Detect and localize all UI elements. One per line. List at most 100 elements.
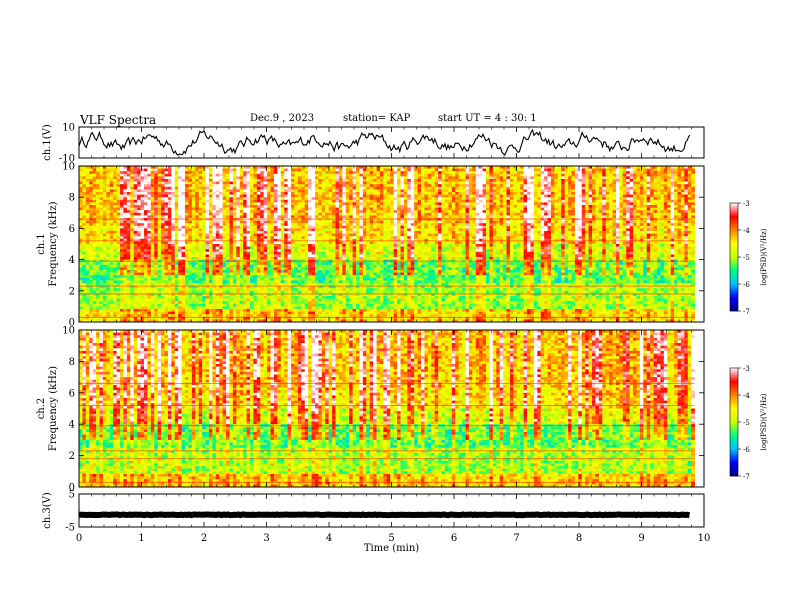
spectrogram-cell xyxy=(619,173,624,177)
spectrogram-cell xyxy=(260,228,265,232)
spectrogram-cell xyxy=(328,231,333,234)
spectrogram-cell xyxy=(499,212,504,216)
spectrogram-cell xyxy=(554,210,559,214)
spectrogram-cell xyxy=(222,199,227,203)
spectrogram-cell xyxy=(650,210,654,214)
spectrogram-cell xyxy=(229,215,234,219)
spectrogram-cell xyxy=(332,233,336,237)
spectrogram-cell xyxy=(120,171,124,175)
spectrogram-cell xyxy=(550,210,555,214)
spectrogram-cell xyxy=(588,189,593,193)
spectrogram-cell xyxy=(164,189,169,193)
spectrogram-cell xyxy=(147,223,152,227)
spectrogram-cell xyxy=(195,176,200,180)
spectrogram-cell xyxy=(619,197,624,201)
spectrogram-cell xyxy=(284,194,289,198)
spectrogram-cell xyxy=(513,215,518,219)
spectrogram-cell xyxy=(472,207,477,211)
spectrogram-cell xyxy=(284,192,289,195)
spectrogram-cell xyxy=(561,173,566,177)
spectrogram-cell xyxy=(297,205,302,208)
spectrogram-cell xyxy=(427,181,432,185)
spectrogram-cell xyxy=(468,186,473,190)
spectrogram-cell xyxy=(178,218,182,221)
spectrogram-cell xyxy=(612,215,617,219)
spectrogram-cell xyxy=(605,233,610,237)
spectrogram-cell xyxy=(424,210,429,214)
spectrogram-cell xyxy=(116,205,121,208)
spectrogram-cell xyxy=(369,184,374,188)
spectrogram-cell xyxy=(137,202,141,206)
spectrogram-cell xyxy=(417,166,422,169)
spectrogram-cell xyxy=(174,212,179,216)
spectrogram-cell xyxy=(660,179,665,182)
spectrogram-cell xyxy=(626,192,631,195)
spectrogram-cell xyxy=(465,176,470,180)
spectrogram-cell xyxy=(284,212,289,216)
spectrogram-cell xyxy=(304,194,309,198)
spectrogram-cell xyxy=(660,186,665,190)
spectrogram-cell xyxy=(219,197,224,201)
spectrogram-cell xyxy=(544,189,548,193)
spectrogram-cell xyxy=(523,194,528,198)
spectrogram-cell xyxy=(462,173,466,177)
spectrogram-cell xyxy=(137,207,141,211)
spectrogram-cell xyxy=(147,184,152,188)
spectrogram-cell xyxy=(612,197,617,201)
spectrogram-cell xyxy=(308,171,312,175)
spectrogram-cell xyxy=(530,186,535,190)
spectrogram-cell xyxy=(304,176,309,180)
spectrogram-cell xyxy=(687,192,692,195)
spectrogram-cell xyxy=(581,210,586,214)
spectrogram-cell xyxy=(588,202,593,206)
spectrogram-cell xyxy=(318,168,323,172)
spectrogram-cell xyxy=(167,181,172,185)
spectrogram-cell xyxy=(451,192,456,195)
spectrogram-cell xyxy=(612,189,617,193)
spectrogram-cell xyxy=(595,231,600,234)
spectrogram-cell xyxy=(629,186,634,190)
spectrogram-cell xyxy=(492,176,497,180)
spectrogram-cell xyxy=(410,197,415,201)
spectrogram-cell xyxy=(379,233,384,237)
spectrogram-cell xyxy=(472,173,477,177)
spectrogram-cell xyxy=(205,231,210,234)
spectrogram-cell xyxy=(646,228,651,232)
spectrogram-cell xyxy=(137,210,141,214)
spectrogram-cell xyxy=(513,199,518,203)
spectrogram-cell xyxy=(390,181,395,185)
spectrogram-cell xyxy=(345,179,350,182)
spectrogram-cell xyxy=(544,186,548,190)
spectrogram-cell xyxy=(219,168,224,172)
spectrogram-cell xyxy=(157,233,162,237)
spectrogram-cell xyxy=(674,192,678,195)
spectrogram-cell xyxy=(544,181,548,185)
spectrogram-cell xyxy=(667,215,672,219)
spectrogram-cell xyxy=(523,220,528,224)
spectrogram-cell xyxy=(195,192,200,195)
spectrogram-cell xyxy=(342,205,347,208)
spectrogram-cell xyxy=(386,233,391,237)
spectrogram-cell xyxy=(120,220,124,224)
spectrogram-cell xyxy=(407,231,412,234)
spectrogram-cell xyxy=(427,225,432,229)
spectrogram-cell xyxy=(116,194,121,198)
spectrogram-cell xyxy=(147,210,152,214)
spectrogram-cell xyxy=(578,212,583,216)
spectrogram-cell xyxy=(475,184,480,188)
spectrogram-cell xyxy=(441,205,446,208)
spectrogram-cell xyxy=(96,166,100,169)
spectrogram-cell xyxy=(657,168,661,172)
spectrogram-cell xyxy=(499,210,504,214)
spectrogram-cell xyxy=(677,225,682,229)
spectrogram-cell xyxy=(663,207,668,211)
spectrogram-cell xyxy=(202,176,206,180)
spectrogram-cell xyxy=(660,181,665,185)
spectrogram-cell xyxy=(352,181,357,185)
spectrogram-cell xyxy=(403,225,408,229)
spectrogram-cell xyxy=(554,223,559,227)
spectrogram-cell xyxy=(140,218,145,221)
spectrogram-cell xyxy=(335,215,340,219)
spectrogram-cell xyxy=(120,212,124,216)
spectrogram-cell xyxy=(400,215,405,219)
